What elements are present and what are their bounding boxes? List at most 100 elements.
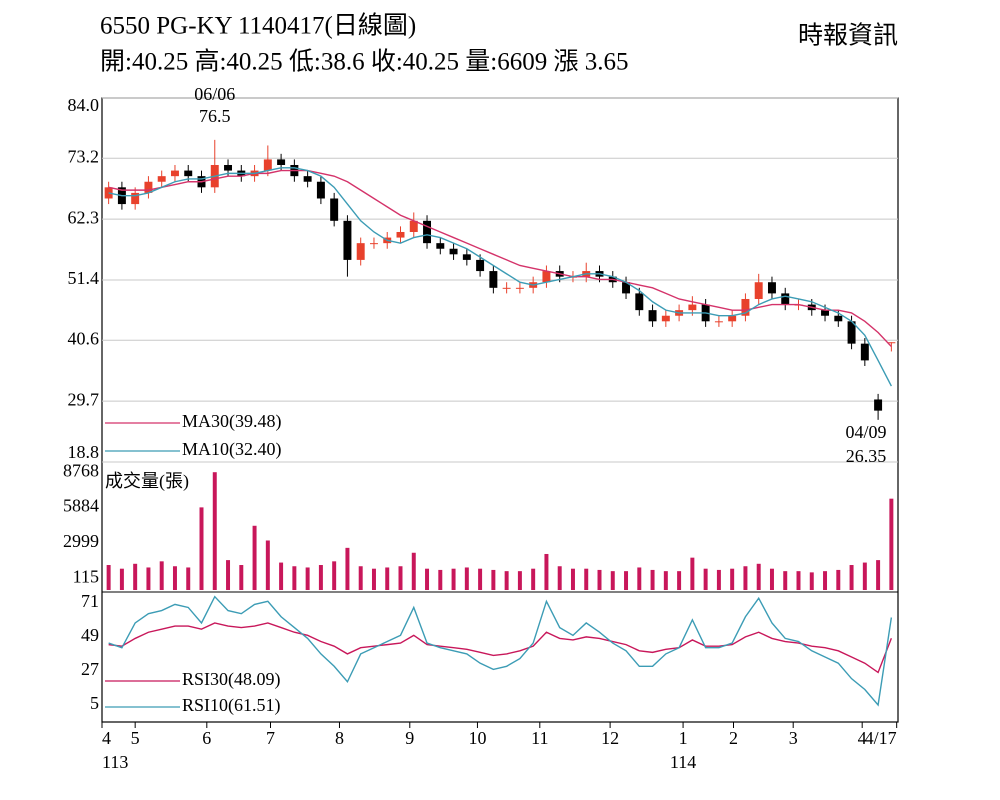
bar [862,562,867,590]
bar [252,525,257,590]
candle-body [661,315,670,322]
bar [146,567,151,590]
candle-body [489,271,498,288]
line [108,169,892,348]
x-tick-label: 4 [102,728,111,748]
bar [451,568,456,590]
bar [756,563,761,590]
candle-body [423,220,432,244]
bar [279,562,284,590]
candle-body [714,321,723,323]
line [108,595,893,707]
line [108,167,892,387]
bar [332,561,337,590]
bar [318,565,323,590]
candle-body [131,192,140,205]
line [108,622,893,674]
candle-body [409,220,418,232]
bar [133,563,138,590]
x-tick-label: 10 [468,728,486,748]
y-tick-label: 51.4 [68,268,100,288]
bar [464,567,469,590]
annotation-value: 76.5 [199,106,231,126]
x-tick-label: 8 [335,728,344,748]
source: 時報資訊 [798,22,898,50]
legend-label: RSI10(61.51) [182,695,281,716]
chart-title: 6550 PG-KY 1140417(日線圖) [100,12,416,40]
candle-body [728,315,737,322]
bar [186,567,191,590]
bar [769,568,774,590]
bar [849,565,854,590]
bar [239,565,244,590]
candle-body [781,293,790,305]
candle-body [343,220,352,260]
candle-body [263,159,272,171]
y-tick-label: 73.2 [68,146,100,166]
bar [597,569,602,590]
x-tick-label: 3 [789,728,798,748]
bar [610,571,615,590]
candle-body [834,315,843,322]
bar [836,569,841,590]
bar [703,568,708,590]
candle-body [887,342,896,344]
bar [876,560,881,590]
candle-body [767,282,776,294]
x-tick-label: 4/17 [865,728,897,748]
y-tick-label: 115 [73,566,99,586]
x-tick-label: 12 [601,728,619,748]
bar [265,540,270,590]
legend-label: RSI30(48.09) [182,669,281,690]
candle-body [476,259,485,272]
candle-body [821,310,830,316]
candle-body [502,287,511,289]
x-tick-label: 2 [729,728,738,748]
candle-body [396,231,405,238]
candle-body [224,164,233,171]
bar [544,553,549,590]
candle-body [170,170,179,177]
y-tick-label: 27 [81,659,99,679]
bar [690,557,695,590]
candle-body [184,170,193,177]
x-tick-label: 5 [131,728,140,748]
bar [292,566,297,590]
y-tick-label: 2999 [63,531,99,551]
bar [159,561,164,590]
y-tick-label: 8768 [63,460,99,480]
x-tick-label: 9 [405,728,414,748]
bar [425,568,430,590]
bar [570,568,575,590]
y-tick-label: 5884 [63,496,99,516]
annotation-date: 06/06 [194,84,235,104]
candle-body [436,243,445,249]
legend-label: MA10(32.40) [182,439,282,460]
y-tick-label: 62.3 [68,207,100,227]
y-tick-label: 5 [90,693,99,713]
bar [743,566,748,590]
bar [637,567,642,590]
candle-body [542,271,551,283]
x-tick-label: 7 [266,728,275,748]
x-tick-label: 1 [679,728,688,748]
annotation-date: 04/09 [845,422,886,442]
bar [172,566,177,590]
x-tick-label: 6 [202,728,211,748]
plot-frame [101,97,899,723]
candle-body [303,176,312,182]
y-tick-label: 71 [81,591,99,611]
candle-body [847,321,856,344]
bar [398,566,403,590]
bar [730,568,735,590]
bar [504,571,509,590]
bar [677,571,682,590]
bar [809,572,814,590]
bar [517,571,522,590]
annotation-value: 26.35 [846,446,887,466]
candle-body [144,181,153,193]
bar [226,560,231,590]
y-tick-label: 29.7 [68,389,100,409]
candle-body [316,181,325,199]
